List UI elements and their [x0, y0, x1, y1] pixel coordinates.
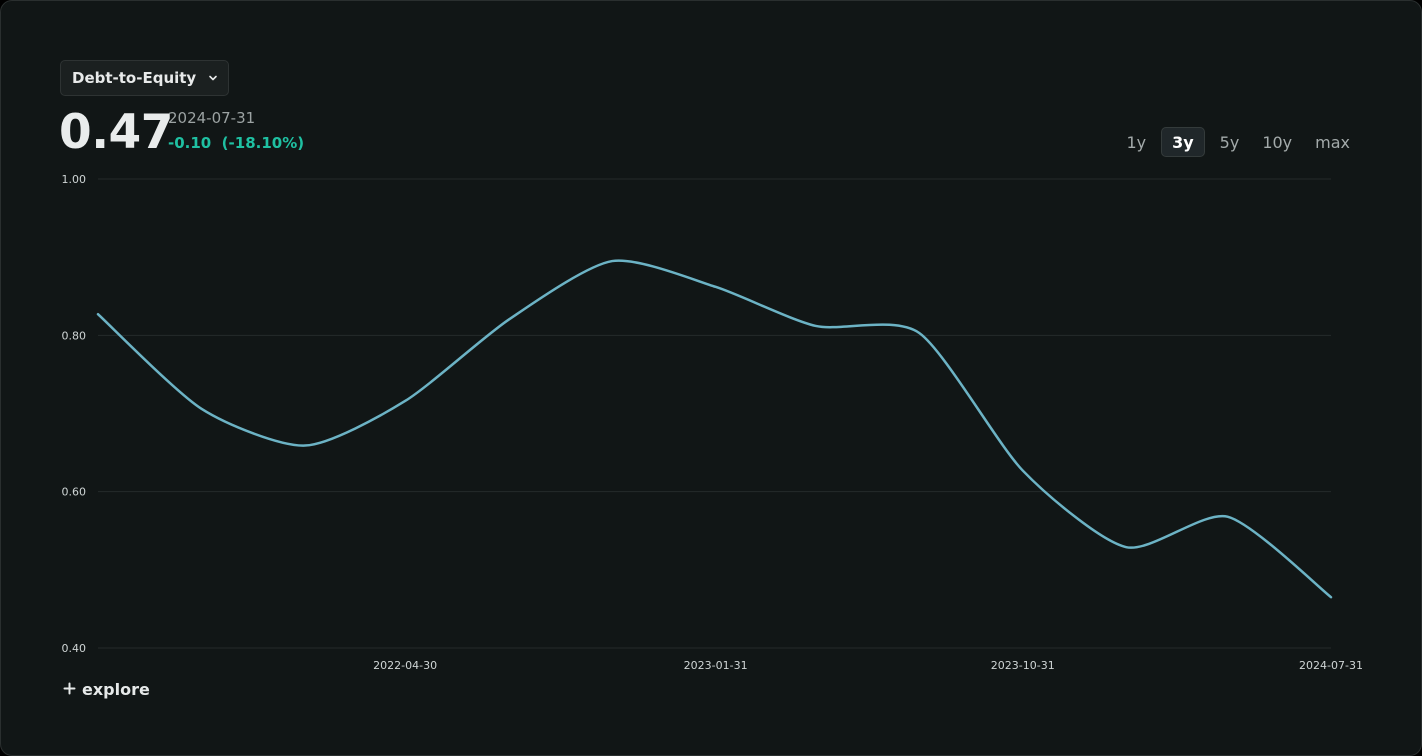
series-line [96, 259, 1333, 599]
metric-select-label: Debt-to-Equity [72, 69, 197, 87]
explore-button[interactable]: explore [63, 680, 150, 699]
data-point [1124, 545, 1128, 549]
data-point [714, 285, 718, 289]
line-chart: 0.40 0.60 0.80 1.00 2022-04-30 2023-01-31 2023… [62, 173, 1363, 672]
data-point [96, 312, 100, 316]
x-tick-label: 2022-04-30 [373, 659, 437, 672]
x-tick-label: 2023-10-31 [991, 659, 1055, 672]
data-point [403, 399, 407, 403]
data-point [814, 324, 818, 328]
range-10y-button[interactable]: 10y [1262, 132, 1293, 152]
x-tick-label: 2023-01-31 [684, 659, 748, 672]
data-point [303, 444, 307, 448]
data-point [610, 259, 614, 263]
y-tick-label: 0.80 [62, 329, 87, 342]
data-point [200, 407, 204, 411]
metric-select[interactable]: Debt-to-Equity [60, 60, 229, 96]
y-tick-label: 0.40 [62, 642, 87, 655]
range-3y-button[interactable]: 3y [1161, 127, 1205, 157]
y-tick-label: 0.60 [62, 486, 87, 499]
chevron-down-icon [208, 73, 218, 83]
range-selector: 1y 3y 5y 10y max [1111, 127, 1358, 157]
x-tick-label: 2024-07-31 [1299, 659, 1363, 672]
range-1y-button[interactable]: 1y [1126, 132, 1147, 152]
data-point [1329, 595, 1333, 599]
current-value: 0.47 [59, 105, 173, 160]
range-5y-button[interactable]: 5y [1219, 132, 1240, 152]
value-date: 2024-07-31 [168, 109, 256, 127]
data-point [917, 331, 921, 335]
data-point [1226, 515, 1230, 519]
explore-label: explore [82, 680, 150, 699]
range-max-button[interactable]: max [1315, 132, 1350, 152]
y-tick-label: 1.00 [62, 173, 87, 186]
plus-icon [63, 680, 76, 699]
data-point [507, 318, 511, 322]
value-change: -0.10 (-18.10%) [168, 134, 305, 152]
data-point [1021, 469, 1025, 473]
